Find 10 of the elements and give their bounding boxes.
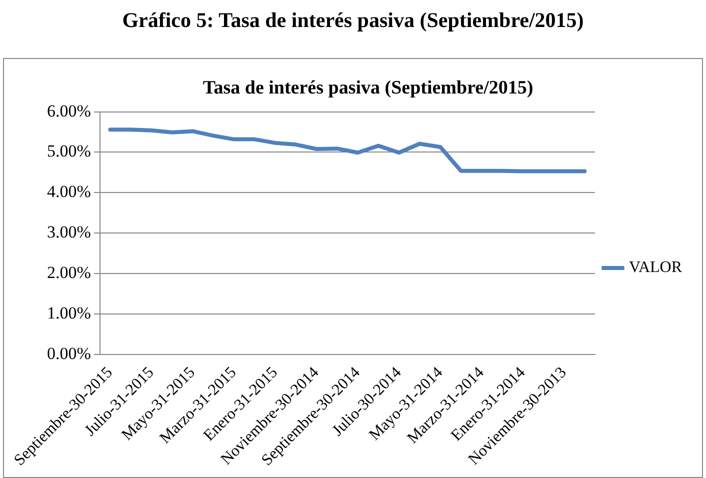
- chart-subtitle: Tasa de interés pasiva (Septiembre/2015): [202, 77, 534, 98]
- y-tick-label: 1.00%: [46, 303, 91, 322]
- y-tick-label: 4.00%: [46, 182, 91, 202]
- y-tick-label: 2.00%: [46, 263, 91, 282]
- y-tick-label: 5.00%: [46, 142, 91, 161]
- chart-title: Gráfico 5: Tasa de interés pasiva (Septiembre/2015): [121, 8, 585, 33]
- y-tick-label: 3.00%: [46, 222, 91, 242]
- legend-label: VALOR: [628, 259, 682, 276]
- y-tick-label: 6.00%: [46, 101, 91, 120]
- y-tick-label: 0.00%: [46, 344, 91, 363]
